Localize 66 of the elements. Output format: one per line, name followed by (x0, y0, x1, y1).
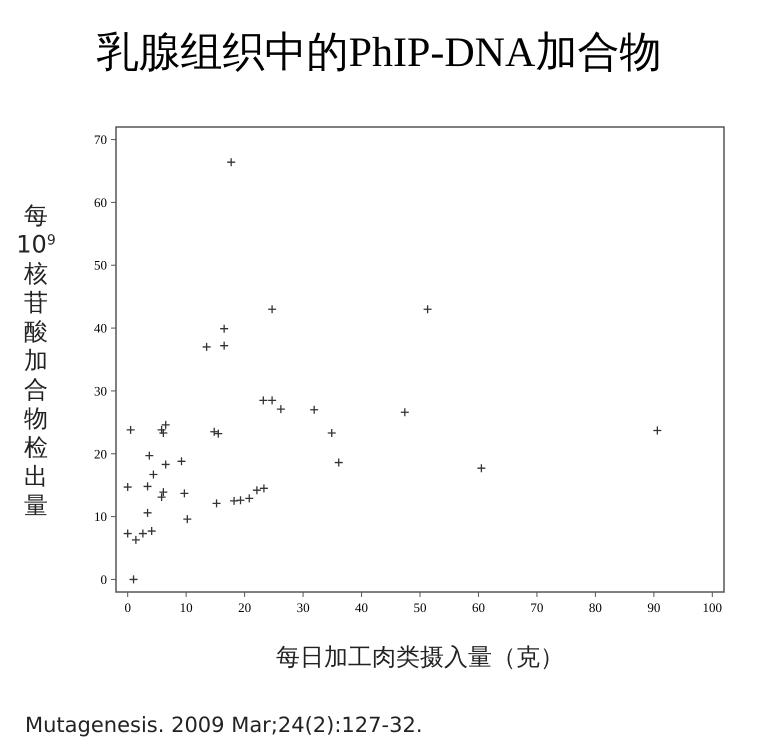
point (131, 535, 141, 544)
x-tick-label: 0 (124, 600, 131, 615)
point (212, 498, 222, 508)
point (123, 528, 132, 538)
point (226, 158, 236, 167)
point (276, 404, 286, 414)
point (259, 484, 269, 493)
point (142, 482, 152, 492)
point (220, 341, 229, 350)
point (158, 428, 168, 438)
y-tick-label: 50 (94, 258, 107, 273)
point (148, 470, 158, 480)
y-tick-label: 40 (94, 320, 107, 336)
point (652, 426, 662, 436)
point (244, 494, 254, 504)
point (126, 425, 136, 435)
point (176, 456, 186, 466)
x-tick-label: 70 (530, 600, 544, 615)
x-tick-label: 30 (296, 600, 310, 615)
x-tick-label: 90 (647, 600, 660, 615)
point (147, 526, 156, 536)
y-tick-label: 60 (94, 194, 107, 210)
point (310, 405, 319, 414)
point (236, 496, 246, 505)
point (138, 528, 148, 538)
y-tick-label: 30 (94, 383, 107, 398)
chart-title: 乳腺组织中的PhIP-DNA加合物 (96, 30, 662, 76)
y-tick-label: 70 (94, 132, 107, 148)
point (144, 450, 154, 460)
point (156, 492, 166, 502)
point (334, 458, 344, 468)
x-tick-label: 100 (702, 600, 722, 615)
point (252, 486, 262, 495)
point (214, 429, 223, 438)
point (142, 508, 152, 518)
x-tick-label: 40 (355, 600, 368, 615)
text: Mutagenesis. 2009 Mar;24(2):127-32. (25, 713, 422, 737)
point (267, 304, 277, 314)
point (267, 396, 277, 405)
point (476, 464, 486, 473)
point (156, 425, 166, 435)
point (229, 496, 239, 506)
point (422, 304, 432, 314)
point (123, 482, 132, 492)
point (220, 324, 229, 334)
point (327, 428, 336, 438)
x-axis-title: 每日加工肉类摄入量（克） (276, 643, 564, 671)
point (182, 514, 192, 524)
x-tick-label: 80 (588, 600, 602, 615)
y-tick-label: 10 (94, 509, 107, 524)
point (400, 408, 410, 417)
y-tick-label: 20 (94, 446, 107, 462)
point (180, 488, 190, 498)
point (161, 460, 170, 470)
point (202, 342, 212, 352)
y-tick-label: 0 (100, 572, 107, 587)
x-tick-label: 20 (238, 600, 252, 615)
x-tick-label: 60 (472, 600, 485, 615)
x-tick-label: 50 (414, 600, 426, 615)
x-tick-label: 10 (180, 600, 193, 615)
point (210, 427, 219, 436)
ylabel: 每10$^{9}$核苷酸加合物检出量 (16, 202, 56, 520)
point (258, 396, 268, 405)
point (128, 574, 138, 584)
point (161, 420, 170, 430)
point (158, 487, 168, 497)
